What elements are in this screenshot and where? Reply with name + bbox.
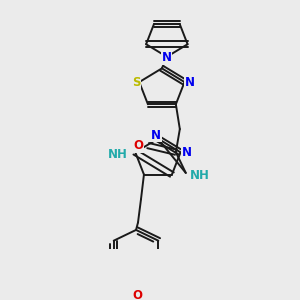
Text: O: O (132, 289, 142, 300)
Text: N: N (162, 51, 172, 64)
Text: NH: NH (190, 169, 210, 182)
Text: O: O (133, 139, 143, 152)
Text: N: N (184, 76, 194, 88)
Text: N: N (151, 129, 161, 142)
Text: S: S (132, 76, 141, 88)
Text: NH: NH (107, 148, 128, 160)
Text: N: N (182, 146, 191, 159)
